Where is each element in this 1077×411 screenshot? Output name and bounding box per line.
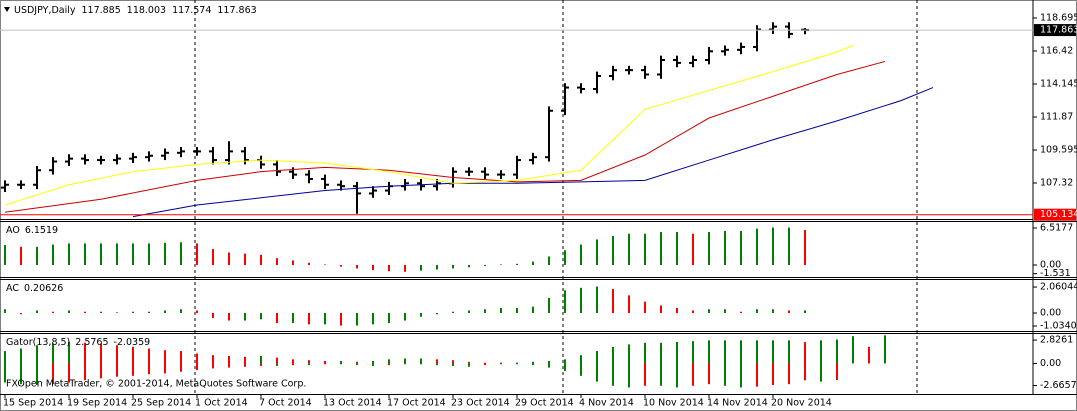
y-tick-label: 0.00 (1040, 307, 1061, 318)
alligator-line (132, 87, 934, 218)
copyright: FXOpen MetaTrader, © 2001-2014, MetaQuot… (6, 379, 306, 390)
ohlc-value: 118.003 (127, 5, 166, 16)
x-tick-label: 17 Oct 2014 (387, 398, 446, 409)
y-tick-label: 114.145 (1040, 78, 1077, 89)
y-tick-label: -2.6657 (1040, 380, 1077, 391)
alligator-line (4, 60, 886, 213)
y-tick-label: -1.03403 (1040, 321, 1077, 332)
bid-label: 117.863 (1040, 25, 1077, 36)
x-tick-label: 14 Nov 2014 (707, 398, 768, 409)
indicator-value: 2.5765 (75, 337, 108, 348)
indicator-title: Gator(13,8,5) 2.5765 -2.0359 (6, 337, 150, 348)
indicator-name: AO (6, 225, 20, 236)
x-tick-label: 19 Sep 2014 (67, 398, 127, 409)
ohlc-value: 117.885 (81, 5, 120, 16)
x-tick-label: 7 Oct 2014 (259, 398, 312, 409)
y-tick-label: 107.32 (1040, 177, 1073, 188)
indicator-value: 0.20626 (24, 283, 63, 294)
y-tick-label: 116.42 (1040, 45, 1073, 56)
x-tick-label: 4 Nov 2014 (579, 398, 634, 409)
symbol: USDJPY,Daily (14, 5, 76, 16)
x-tick-label: 29 Oct 2014 (515, 398, 574, 409)
x-tick-label: 20 Nov 2014 (771, 398, 832, 409)
chart-title: USDJPY,Daily 117.885 118.003 117.574 117.863 (14, 5, 257, 16)
y-tick-label: 2.8261 (1040, 335, 1073, 346)
indicator-title: AC 0.20626 (6, 283, 63, 294)
x-tick-label: 1 Oct 2014 (195, 398, 248, 409)
y-tick-label: 6.5177 (1040, 222, 1073, 233)
x-tick-label: 15 Sep 2014 (3, 398, 63, 409)
y-tick-label: 109.595 (1040, 144, 1077, 155)
ohlc-value: 117.863 (217, 5, 256, 16)
x-tick-label: 23 Oct 2014 (451, 398, 510, 409)
y-tick-label: 118.695 (1040, 12, 1077, 23)
menu-icon[interactable] (4, 7, 10, 12)
indicator-title: AO 6.1519 (6, 225, 58, 236)
ohlc-value: 117.574 (172, 5, 211, 16)
indicator-name: Gator(13,8,5) (6, 337, 70, 348)
y-tick-label: 0.00 (1040, 259, 1061, 270)
x-tick-label: 25 Sep 2014 (131, 398, 191, 409)
y-tick-label: 111.87 (1040, 111, 1073, 122)
indicator-value: 6.1519 (25, 225, 58, 236)
y-tick-label: 0.00 (1040, 358, 1061, 369)
level-label-box (1034, 208, 1076, 221)
x-tick-label: 13 Oct 2014 (323, 398, 382, 409)
indicator-name: AC (6, 283, 19, 294)
price-bars (1, 22, 809, 214)
indicator-value: -2.0359 (114, 337, 151, 348)
x-tick-label: 10 Nov 2014 (643, 398, 704, 409)
y-tick-label: -1.531 (1040, 268, 1071, 279)
y-tick-label: 2.06044 (1040, 282, 1077, 293)
alligator-line (4, 45, 854, 206)
bid-label-box (1034, 24, 1076, 37)
level-label: 105.134 (1040, 209, 1077, 220)
